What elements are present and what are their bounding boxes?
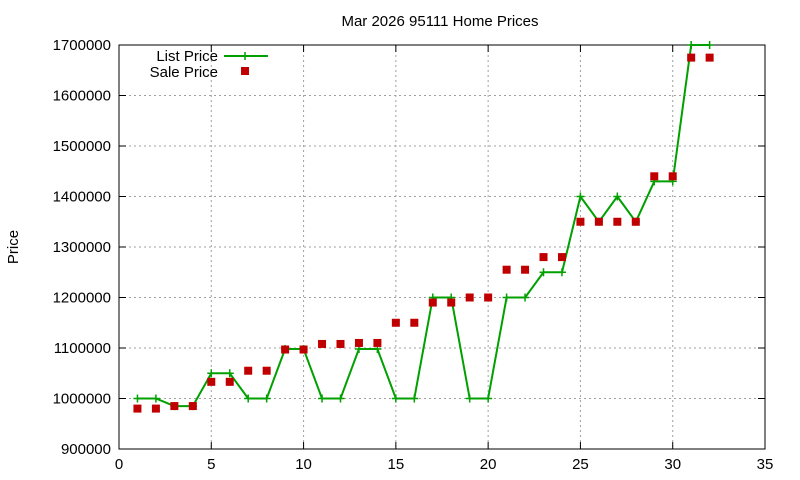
x-tick-label: 30 — [664, 456, 681, 473]
chart-title: Mar 2026 95111 Home Prices — [341, 13, 538, 30]
sale-price-point — [631, 217, 640, 226]
list-price-line — [137, 44, 710, 408]
list-price-point — [151, 394, 160, 403]
list-price-point — [207, 369, 216, 378]
sale-price-point — [687, 53, 696, 62]
sale-price-point — [521, 265, 530, 274]
y-tick-label: 1100000 — [54, 340, 111, 357]
sale-price-point — [557, 253, 566, 262]
y-tick-label: 1200000 — [53, 290, 111, 307]
sale-price-point — [244, 366, 253, 375]
sale-price-point — [484, 293, 493, 302]
x-tick-label: 5 — [207, 456, 215, 473]
sale-price-point — [502, 265, 511, 274]
x-tick-label: 20 — [480, 456, 497, 473]
sale-price-point — [613, 217, 622, 226]
x-tick-label: 25 — [572, 456, 589, 473]
sale-price-point — [151, 404, 160, 413]
sale-price-point — [576, 217, 585, 226]
list-price-point — [576, 192, 585, 201]
sale-price-point — [447, 298, 456, 307]
list-price-point — [391, 394, 400, 403]
sale-price-point — [594, 217, 603, 226]
sale-price-point — [391, 318, 400, 327]
list-price-point — [484, 394, 493, 403]
sale-price-point — [188, 402, 197, 411]
sale-price-point — [705, 53, 714, 62]
list-price-point — [465, 394, 474, 403]
legend-marker-sale-price — [241, 67, 249, 75]
list-price-point — [262, 394, 271, 403]
list-price-point — [502, 293, 511, 302]
sale-price-point — [354, 338, 363, 347]
y-axis-label: Price — [5, 230, 22, 264]
y-tick-label: 1600000 — [53, 88, 111, 105]
list-price-point — [521, 293, 530, 302]
sale-price-point — [336, 339, 345, 348]
list-price-point — [539, 268, 548, 277]
legend-label-sale-price: Sale Price — [150, 64, 218, 81]
sale-price-point — [207, 377, 216, 386]
list-price-point — [225, 369, 234, 378]
sale-price-point — [318, 339, 327, 348]
sale-price-point — [650, 172, 659, 181]
plot-frame — [118, 44, 766, 450]
sale-price-point — [668, 172, 677, 181]
x-tick-label: 0 — [115, 456, 123, 473]
axis-ticks: 0 5 10 15 20 25 30 35 900000 1000000 1100000 120000… — [53, 37, 774, 473]
list-price-point — [687, 41, 696, 49]
sale-price-point — [465, 293, 474, 302]
sale-price-point — [373, 338, 382, 347]
sale-price-point — [299, 345, 308, 354]
y-tick-label: 1000000 — [53, 391, 111, 408]
list-price-point — [557, 268, 566, 277]
list-price-point — [336, 394, 345, 403]
x-tick-label: 15 — [388, 456, 405, 473]
sale-price-point — [133, 404, 142, 413]
y-tick-label: 1500000 — [53, 138, 111, 155]
series — [133, 41, 714, 413]
x-tick-label: 10 — [295, 456, 312, 473]
list-price-point — [613, 192, 622, 201]
list-price-point — [318, 394, 327, 403]
sale-price-point — [428, 298, 437, 307]
x-tick-label: 35 — [757, 456, 774, 473]
y-tick-label: 900000 — [61, 441, 111, 458]
y-tick-label: 1400000 — [53, 189, 111, 206]
legend: List Price Sale Price — [150, 48, 268, 81]
sale-price-point — [170, 402, 179, 411]
sale-price-point — [262, 366, 271, 375]
y-tick-label: 1700000 — [53, 37, 111, 54]
sale-price-point — [281, 345, 290, 354]
sale-price-point — [539, 253, 548, 262]
y-tick-label: 1300000 — [53, 239, 111, 256]
list-price-point — [244, 394, 253, 403]
sale-price-point — [225, 377, 234, 386]
list-price-point — [410, 394, 419, 403]
legend-marker-list-price — [241, 52, 249, 60]
sale-price-point — [410, 318, 419, 327]
list-price-point — [133, 394, 142, 403]
list-price-point — [705, 41, 714, 49]
legend-label-list-price: List Price — [156, 48, 218, 65]
grid — [119, 45, 765, 449]
